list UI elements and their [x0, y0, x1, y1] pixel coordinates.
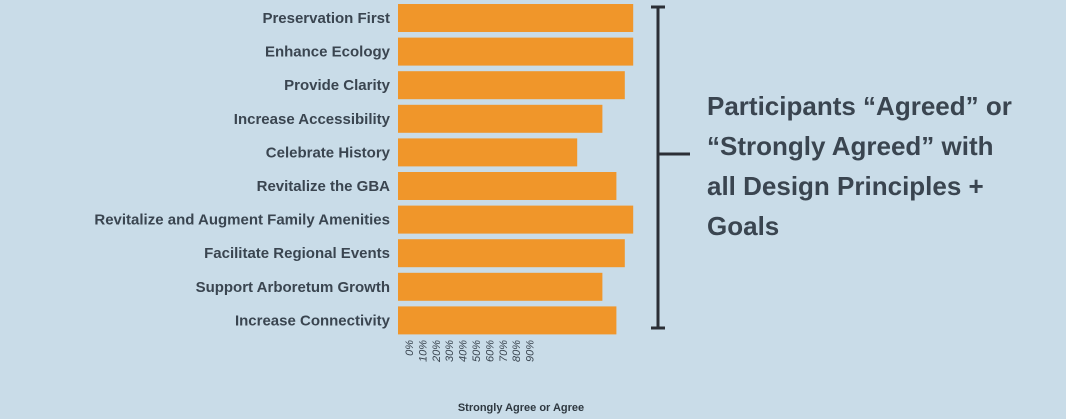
category-label-7: Revitalize and Augment Family Amenities	[94, 212, 390, 229]
category-label-8: Facilitate Regional Events	[204, 245, 390, 262]
x-tick-label: 60%	[484, 340, 496, 362]
x-tick-label: 20%	[431, 340, 443, 363]
bar-5	[398, 138, 578, 167]
x-tick-label: 80%	[511, 340, 523, 362]
bar-2	[398, 37, 634, 66]
bar-9	[398, 272, 603, 301]
bar-7	[398, 205, 634, 234]
bar-8	[398, 239, 625, 268]
category-label-4: Increase Accessibility	[234, 111, 391, 128]
bar-4	[398, 104, 603, 133]
bar-6	[398, 172, 617, 200]
category-label-2: Enhance Ecology	[265, 44, 391, 61]
category-label-1: Preservation First	[262, 10, 390, 27]
x-tick-label: 0%	[404, 340, 416, 356]
category-label-5: Celebrate History	[266, 144, 391, 161]
x-tick-label: 10%	[417, 340, 429, 362]
annotation-line-1: Participants “Agreed” or	[707, 91, 1012, 121]
x-axis-label: Strongly Agree or Agree	[458, 402, 584, 414]
bar-3	[398, 71, 625, 100]
x-tick-label: 40%	[458, 340, 470, 362]
bar-10	[398, 306, 617, 335]
x-tick-labels: 0% 10% 20% 30% 40% 50% 60% 70% 80% 90%	[404, 340, 537, 363]
x-tick-label: 90%	[525, 340, 537, 362]
annotation-line-4: Goals	[707, 211, 779, 241]
category-label-6: Revitalize the GBA	[257, 178, 391, 195]
x-tick-label: 30%	[444, 340, 456, 362]
category-label-3: Provide Clarity	[284, 77, 391, 94]
x-tick-label: 50%	[471, 340, 483, 362]
annotation: Participants “Agreed” or “Strongly Agree…	[707, 91, 1012, 241]
annotation-line-3: all Design Principles +	[707, 171, 984, 201]
bracket	[651, 5, 690, 330]
category-labels: Preservation First Enhance Ecology Provide…	[94, 10, 390, 329]
category-label-10: Increase Connectivity	[235, 312, 391, 329]
x-tick-label: 70%	[498, 340, 510, 362]
category-label-9: Support Arboretum Growth	[196, 279, 390, 296]
bar-1	[398, 4, 634, 32]
annotation-line-2: “Strongly Agreed” with	[707, 131, 994, 161]
bars	[398, 4, 634, 335]
